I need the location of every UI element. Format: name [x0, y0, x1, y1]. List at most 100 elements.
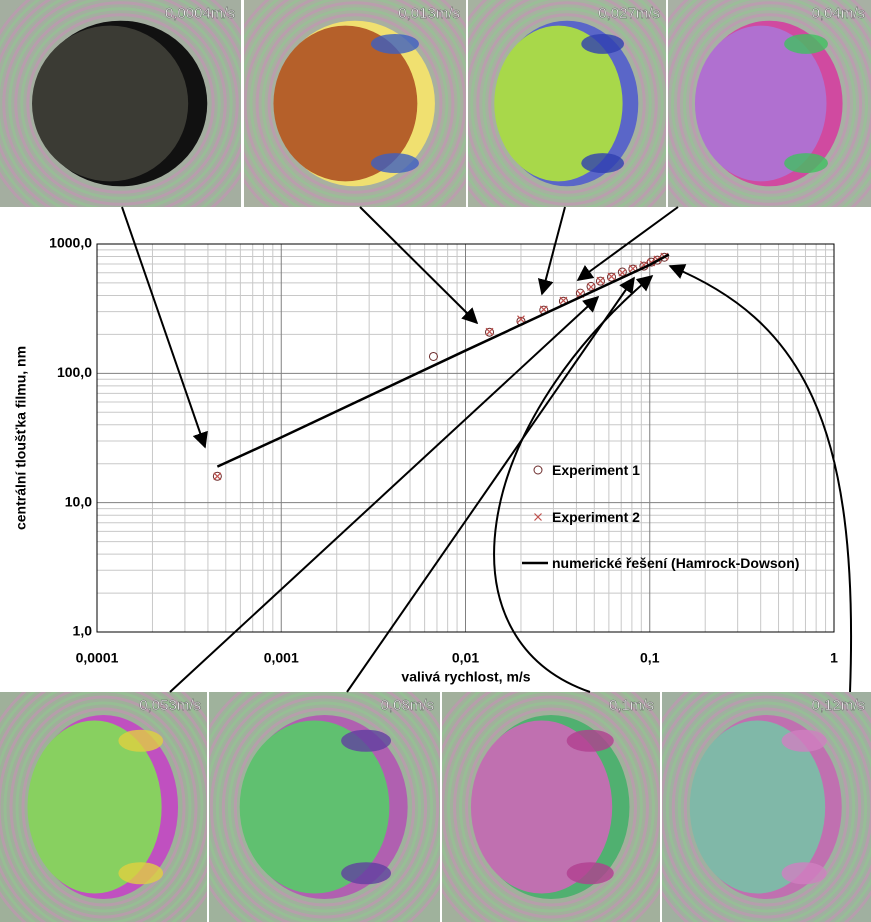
interferogram: 0,027m/s: [468, 0, 666, 207]
speed-label: 0,04m/s: [812, 5, 865, 22]
fringe: [670, 0, 869, 207]
fringe: [671, 695, 862, 919]
lobe: [566, 729, 614, 752]
y-tick-label: 1000,0: [49, 235, 92, 251]
point: [212, 471, 222, 481]
lobe: [341, 729, 392, 752]
speed-label: 0,08m/s: [381, 697, 434, 714]
contact-center: [689, 720, 826, 894]
y-tick-label: 1,0: [73, 623, 93, 639]
fringe: [2, 0, 239, 207]
legend-label: Experiment 1: [552, 462, 640, 478]
lobe: [118, 862, 164, 885]
contact-center: [27, 720, 162, 894]
x-tick-label: 0,0001: [76, 650, 119, 666]
fringe: [8, 0, 233, 207]
contact-center: [239, 720, 390, 894]
point: [607, 272, 616, 281]
x-tick-label: 0,1: [640, 650, 660, 666]
contact-center: [470, 720, 613, 894]
lobe: [784, 153, 828, 174]
lobe: [341, 862, 392, 885]
speed-label: 0,053m/s: [139, 697, 201, 714]
fringe: [3, 692, 204, 922]
point: [213, 472, 222, 481]
interferogram: 0,053m/s: [0, 692, 207, 922]
fringe: [261, 7, 449, 200]
interferogram: 0,0004m/s: [0, 0, 241, 207]
y-tick-label: 100,0: [57, 364, 92, 380]
point: [618, 268, 627, 277]
fringe: [442, 692, 660, 922]
fringe: [676, 1, 863, 206]
fringe: [233, 707, 416, 907]
point: [517, 315, 525, 324]
fringe: [665, 692, 868, 922]
speed-label: 0,013m/s: [398, 5, 460, 22]
point: [617, 267, 627, 277]
fringe: [215, 692, 434, 922]
x-axis-title: valivá rychlost, m/s: [401, 669, 530, 685]
legend-label: Experiment 2: [552, 509, 640, 525]
fringe: [447, 692, 655, 922]
fringe: [459, 701, 643, 913]
fringe: [682, 7, 857, 200]
fringe: [465, 707, 637, 907]
x-tick-label: 0,01: [452, 650, 479, 666]
y-tick-label: 10,0: [65, 493, 92, 509]
fringe: [15, 701, 192, 913]
interferogram: 0,08m/s: [209, 692, 440, 922]
x-tick-label: 0,001: [264, 650, 299, 666]
fringe: [14, 1, 227, 206]
point: [485, 327, 495, 337]
fringe: [470, 0, 664, 207]
arrows: [121, 206, 853, 693]
point: [596, 276, 605, 285]
fringe: [209, 692, 440, 922]
fringe: [221, 695, 428, 919]
speed-label: 0,027m/s: [598, 5, 660, 22]
fringe: [688, 13, 851, 194]
fringe: [21, 707, 186, 907]
fringe: [227, 701, 422, 913]
fringe: [9, 695, 198, 919]
lobe: [781, 729, 827, 752]
interferogram: 0,1m/s: [442, 692, 660, 922]
lobe: [370, 153, 419, 174]
fringe: [244, 0, 466, 207]
contact-center: [494, 25, 623, 182]
point: [587, 283, 595, 291]
fringe: [683, 707, 850, 907]
fringe: [488, 13, 646, 194]
lobe: [784, 33, 828, 54]
fringe: [476, 1, 658, 206]
interferogram: 0,013m/s: [244, 0, 466, 207]
fringe: [26, 13, 215, 194]
interferogram: 0,12m/s: [662, 692, 871, 922]
plot: 0,0001 0,001 0,01 0,1 1 1,0 10,0 100,0 1000,0: [49, 235, 838, 666]
fringe: [249, 0, 461, 207]
legend-marker: [534, 513, 542, 521]
legend-label: numerické řešení (Hamrock-Dowson): [552, 555, 800, 571]
contact-center: [694, 25, 827, 182]
point: [606, 272, 616, 282]
fringe: [255, 1, 455, 206]
fringe: [20, 7, 221, 200]
point: [595, 276, 605, 286]
speed-label: 0,1m/s: [609, 697, 654, 714]
point: [586, 281, 596, 291]
lobe: [781, 862, 827, 885]
fringe: [267, 13, 443, 194]
point: [428, 351, 438, 361]
point: [485, 327, 494, 336]
line: [216, 253, 670, 468]
x-tick-label: 1: [830, 650, 838, 666]
lobe: [370, 33, 419, 54]
interferogram: 0,04m/s: [668, 0, 871, 207]
fringe: [453, 695, 649, 919]
contact-center: [32, 25, 189, 182]
fringe: [482, 7, 652, 200]
